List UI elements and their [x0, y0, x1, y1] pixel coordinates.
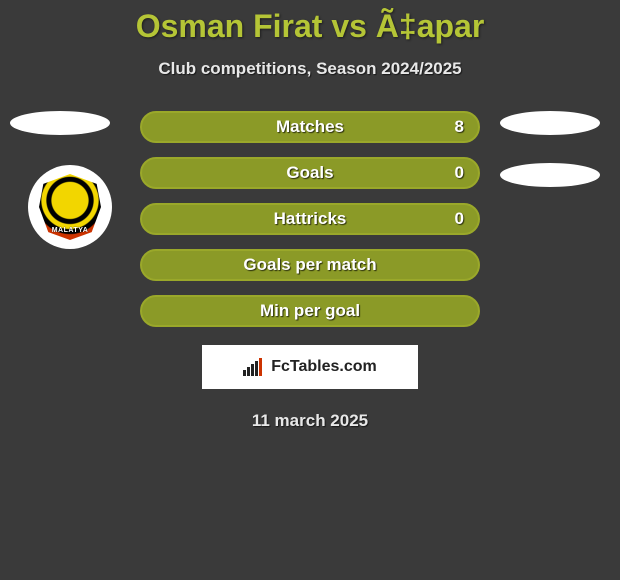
stat-label: Goals per match	[243, 255, 376, 275]
club-badge-text: MALATYA	[39, 227, 101, 234]
bar-chart-icon	[243, 358, 265, 376]
attribution-box: FcTables.com	[202, 345, 418, 389]
stat-pill: Goals per match	[140, 249, 480, 281]
stat-value: 8	[455, 117, 464, 137]
stat-pill: Matches 8	[140, 111, 480, 143]
stat-label: Min per goal	[260, 301, 360, 321]
attribution-text: FcTables.com	[271, 358, 377, 376]
club-badge-icon: MALATYA	[39, 174, 101, 240]
left-player-crest: MALATYA	[28, 165, 112, 249]
stat-pill: Min per goal	[140, 295, 480, 327]
right-player-blob-1	[500, 111, 600, 135]
stat-pill: Hattricks 0	[140, 203, 480, 235]
stat-label: Matches	[276, 117, 344, 137]
comparison-area: MALATYA Matches 8 Goals 0 Hattricks 0 Goals pe…	[0, 111, 620, 327]
stat-label: Hattricks	[274, 209, 347, 229]
stat-value: 0	[455, 209, 464, 229]
left-player-blob	[10, 111, 110, 135]
stat-rows: Matches 8 Goals 0 Hattricks 0 Goals per match M…	[140, 111, 480, 327]
right-player-blob-2	[500, 163, 600, 187]
stat-value: 0	[455, 163, 464, 183]
subtitle: Club competitions, Season 2024/2025	[0, 59, 620, 79]
stat-label: Goals	[286, 163, 333, 183]
stat-pill: Goals 0	[140, 157, 480, 189]
page-title: Osman Firat vs Ã‡apar	[0, 0, 620, 45]
footer-date: 11 march 2025	[0, 411, 620, 431]
